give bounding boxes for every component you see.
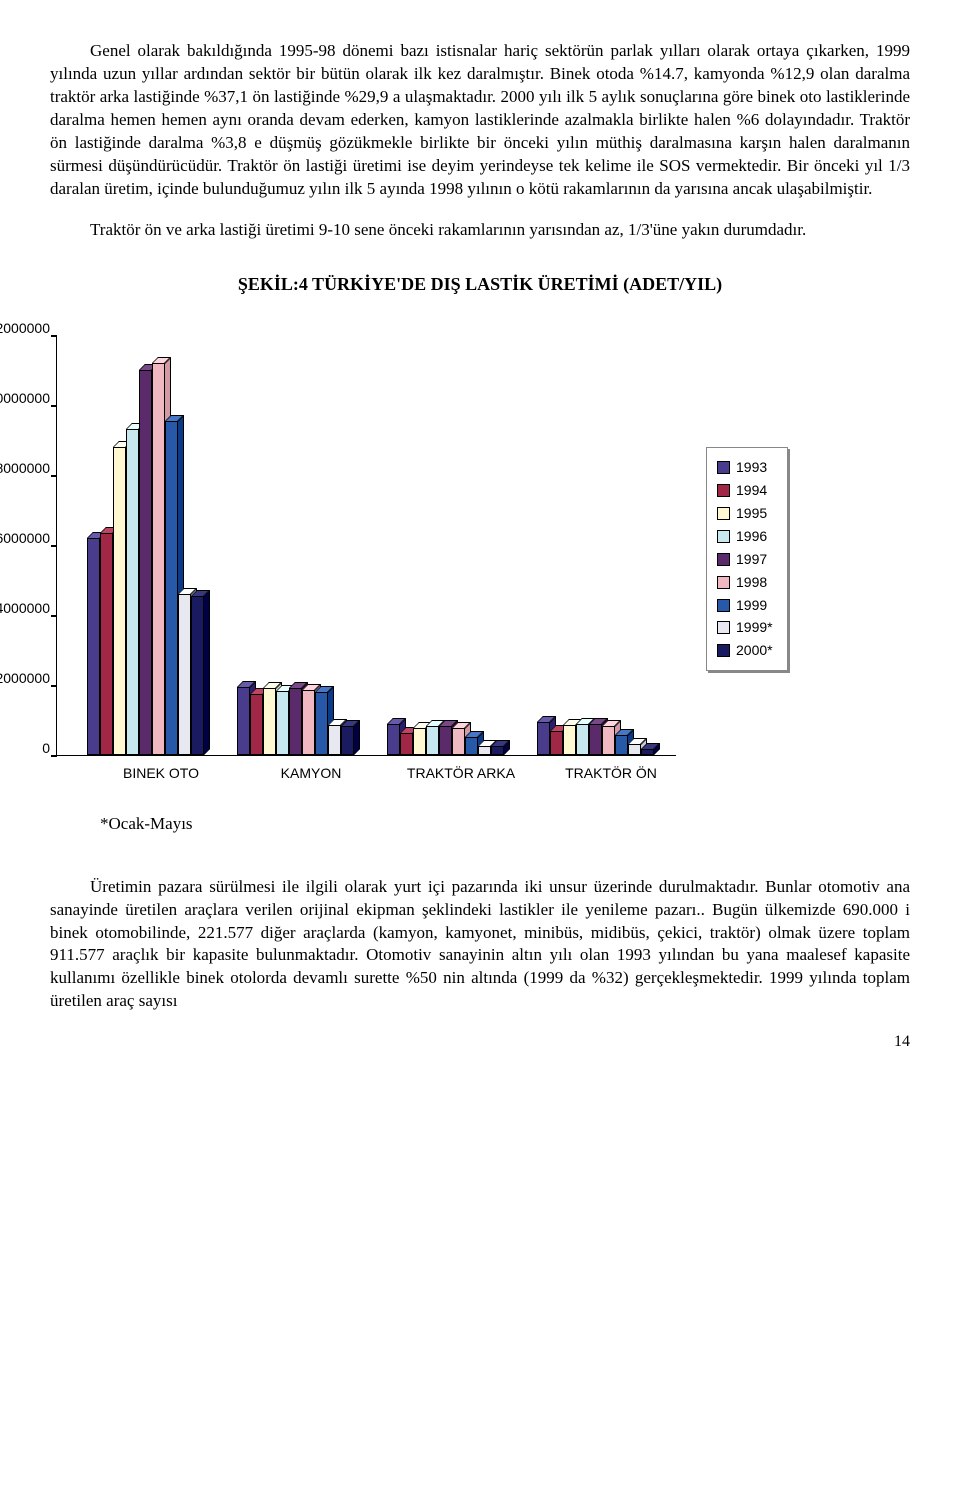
legend-item: 1993 — [717, 456, 773, 479]
bar — [491, 740, 510, 755]
x-label: KAMYON — [236, 764, 386, 783]
paragraph-1: Genel olarak bakıldığında 1995-98 dönemi… — [50, 40, 910, 201]
bar — [341, 720, 360, 755]
x-label: BINEK OTO — [86, 764, 236, 783]
paragraph-2: Traktör ön ve arka lastiği üretimi 9-10 … — [50, 219, 910, 242]
legend-label: 1996 — [736, 527, 767, 546]
chart-container: 1200000010000000800000060000004000000200… — [50, 336, 910, 783]
legend-item: 1998 — [717, 571, 773, 594]
chart-plot-area: 1200000010000000800000060000004000000200… — [50, 336, 686, 783]
legend-label: 1995 — [736, 504, 767, 523]
legend-label: 1999 — [736, 596, 767, 615]
x-axis: BINEK OTOKAMYONTRAKTÖR ARKATRAKTÖR ÖN — [56, 756, 686, 783]
legend-item: 1994 — [717, 479, 773, 502]
legend-item: 1995 — [717, 502, 773, 525]
bar — [641, 743, 660, 755]
legend-item: 1999 — [717, 594, 773, 617]
legend-label: 2000* — [736, 641, 773, 660]
legend-swatch — [717, 530, 730, 543]
legend-swatch — [717, 621, 730, 634]
legend-swatch — [717, 644, 730, 657]
legend-swatch — [717, 461, 730, 474]
bar — [191, 590, 210, 755]
page-number: 14 — [50, 1031, 910, 1053]
chart-title: ŞEKİL:4 TÜRKİYE'DE DIŞ LASTİK ÜRETİMİ (A… — [50, 272, 910, 296]
legend-item: 1999* — [717, 616, 773, 639]
legend-swatch — [717, 507, 730, 520]
legend-label: 1997 — [736, 550, 767, 569]
paragraph-3: Üretimin pazara sürülmesi ile ilgili ola… — [50, 876, 910, 1014]
legend-label: 1993 — [736, 458, 767, 477]
legend-item: 2000* — [717, 639, 773, 662]
legend-label: 1998 — [736, 573, 767, 592]
chart-legend: 1993 1994 1995 1996 1997 1998 1999 1999* 2000* — [706, 447, 788, 671]
chart-plot — [56, 336, 676, 756]
legend-label: 1994 — [736, 481, 767, 500]
legend-swatch — [717, 484, 730, 497]
legend-item: 1996 — [717, 525, 773, 548]
legend-label: 1999* — [736, 618, 773, 637]
chart-footnote: *Ocak-Mayıs — [100, 813, 910, 836]
legend-swatch — [717, 599, 730, 612]
legend-swatch — [717, 553, 730, 566]
x-label: TRAKTÖR ÖN — [536, 764, 686, 783]
legend-item: 1997 — [717, 548, 773, 571]
legend-swatch — [717, 576, 730, 589]
x-label: TRAKTÖR ARKA — [386, 764, 536, 783]
